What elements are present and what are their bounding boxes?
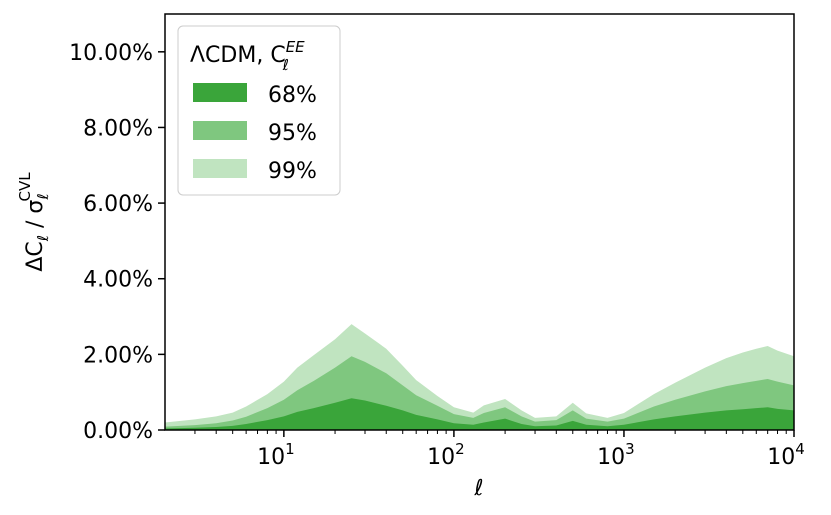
legend-title: ΛCDM, CEE ℓ: [190, 38, 305, 74]
y-axis-label: ΔCℓ / σℓCVL: [16, 172, 52, 272]
x-axis: 101 102 103 104: [194, 430, 805, 470]
y-label-delta: ΔC: [23, 241, 48, 271]
y-tick-label: 4.00%: [83, 268, 153, 293]
legend-swatch-95pct: [193, 121, 247, 140]
x-axis-label: ℓ: [473, 476, 483, 501]
y-tick-label: 2.00%: [83, 343, 153, 368]
x-tick-label: 103: [597, 440, 635, 470]
y-tick-label: 6.00%: [83, 192, 153, 217]
legend-label-99pct: 99%: [268, 159, 317, 184]
x-tick-label: 104: [767, 440, 805, 470]
y-label-sub: ℓ: [34, 235, 52, 242]
legend: ΛCDM, CEE ℓ 68% 95% 99%: [177, 25, 341, 196]
y-label-sub2: ℓ: [34, 193, 52, 200]
x-tick-label: 101: [257, 440, 295, 470]
plot-frame: [164, 13, 795, 431]
areas-layer: [165, 324, 794, 430]
legend-swatch-68pct: [193, 83, 247, 102]
y-label-sep: / σ: [23, 200, 48, 235]
legend-label-95pct: 95%: [268, 121, 317, 146]
legend-title-sub: ℓ: [282, 56, 289, 74]
y-tick-label: 8.00%: [83, 116, 153, 141]
y-tick-label: 10.00%: [69, 41, 153, 66]
legend-items: 68% 95% 99%: [193, 83, 317, 184]
legend-title-main: ΛCDM, C: [190, 43, 286, 68]
legend-title-sup: EE: [286, 38, 305, 56]
area-band-68pct: [165, 398, 794, 430]
legend-label-68pct: 68%: [268, 83, 317, 108]
y-tick-label: 0.00%: [83, 419, 153, 444]
y-label-sup: CVL: [16, 172, 34, 202]
y-axis: 0.00% 2.00% 4.00% 6.00% 8.00% 10.00%: [69, 41, 165, 444]
x-tick-label: 102: [427, 440, 465, 470]
legend-swatch-99pct: [193, 159, 247, 178]
legend-box: [177, 25, 341, 196]
